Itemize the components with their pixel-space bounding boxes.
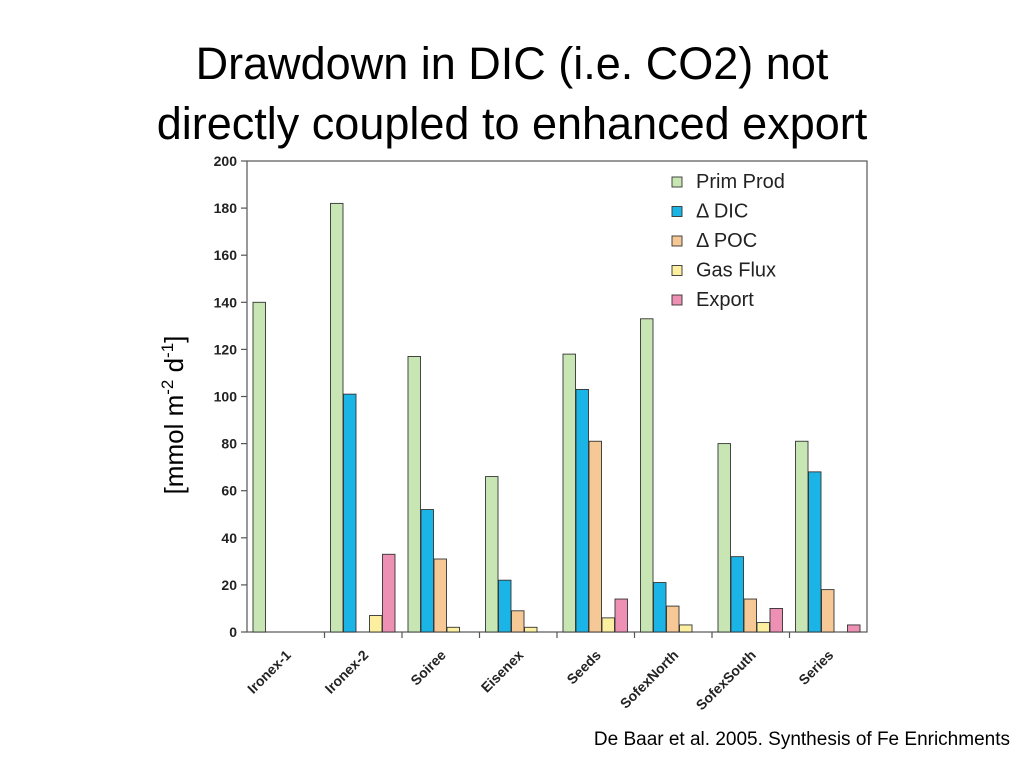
- bar-poc-sofexnorth: [666, 605, 680, 633]
- legend-label: Δ POC: [696, 230, 757, 252]
- bar-gas-flux-soiree: [446, 626, 460, 633]
- y-tick-label: 0: [229, 624, 237, 640]
- y-axis-label: [mmol m-2 d-1]: [158, 336, 189, 495]
- bar-prim-prod-sofexnorth: [640, 318, 654, 633]
- legend-swatch: [671, 294, 683, 306]
- slide-title-line-2: directly coupled to enhanced export: [156, 98, 868, 149]
- bar-dic-series: [808, 471, 822, 633]
- y-tick-label: 100: [214, 389, 238, 405]
- bar-poc-series: [821, 589, 835, 633]
- legend-swatch: [671, 206, 683, 217]
- bar-poc-eisenex: [511, 610, 525, 633]
- bar-gas-flux-eisenex: [524, 626, 538, 633]
- legend-label: Prim Prod: [696, 171, 785, 193]
- bar-export-seeds: [614, 598, 628, 633]
- bars: [252, 202, 861, 633]
- bar-poc-sofexsouth: [743, 598, 757, 633]
- x-tick-label: Eisenex: [478, 647, 527, 696]
- bar-export-series: [847, 624, 861, 633]
- x-tick-label: SofexSouth: [693, 647, 759, 713]
- slide-title: Drawdown in DIC (i.e. CO2) not directly …: [40, 34, 984, 154]
- y-tick-label: 120: [214, 341, 238, 357]
- bar-dic-eisenex: [498, 579, 512, 633]
- bar-export-sofexsouth: [769, 608, 783, 633]
- bar-dic-sofexnorth: [653, 582, 667, 633]
- bar-dic-sofexsouth: [730, 556, 744, 633]
- bar-prim-prod-seeds: [562, 353, 576, 633]
- x-tick-label: Ironex-1: [244, 647, 294, 697]
- bar-prim-prod-ironex-1: [252, 301, 266, 633]
- y-tick-label: 80: [221, 436, 237, 452]
- y-tick-label: 180: [214, 200, 238, 216]
- legend-label: Export: [696, 289, 754, 311]
- bar-gas-flux-sofexsouth: [756, 622, 770, 633]
- legend: Prim Prod Δ DIC Δ POC Gas Flux Export: [671, 171, 785, 311]
- bar-prim-prod-ironex-2: [330, 202, 344, 633]
- bar-gas-flux-sofexnorth: [679, 624, 693, 633]
- bar-gas-flux-ironex-2: [369, 615, 383, 633]
- bar-poc-seeds: [588, 440, 602, 633]
- x-tick-label: Seeds: [563, 647, 604, 688]
- legend-swatch: [671, 176, 683, 188]
- bar-export-ironex-2: [382, 553, 396, 633]
- bar-dic-seeds: [575, 388, 589, 633]
- bar-prim-prod-series: [795, 440, 809, 633]
- y-tick-label: 20: [221, 577, 237, 593]
- y-tick-label: 40: [221, 530, 237, 546]
- citation: De Baar et al. 2005. Synthesis of Fe Enr…: [593, 729, 1010, 750]
- legend-swatch: [671, 265, 683, 276]
- x-tick-label: Ironex-2: [322, 647, 372, 697]
- y-tick-label: 200: [214, 153, 238, 169]
- legend-label: Δ DIC: [696, 201, 748, 223]
- bar-prim-prod-sofexsouth: [717, 443, 731, 633]
- bar-dic-ironex-2: [343, 393, 357, 633]
- y-tick-label: 160: [214, 247, 238, 263]
- bar-poc-soiree: [433, 558, 447, 633]
- legend-swatch: [671, 235, 683, 247]
- slide-title-line-1: Drawdown in DIC (i.e. CO2) not: [195, 38, 829, 89]
- x-tick-label: Soiree: [407, 647, 449, 689]
- y-tick-label: 60: [221, 483, 237, 499]
- bar-prim-prod-soiree: [407, 356, 421, 633]
- bar-dic-soiree: [420, 509, 434, 633]
- bar-prim-prod-eisenex: [485, 476, 499, 633]
- x-tick-label: SofexNorth: [617, 647, 682, 712]
- legend-label: Gas Flux: [696, 260, 776, 282]
- bar-gas-flux-seeds: [601, 617, 615, 633]
- y-tick-label: 140: [214, 294, 238, 310]
- x-tick-label: Series: [795, 647, 836, 688]
